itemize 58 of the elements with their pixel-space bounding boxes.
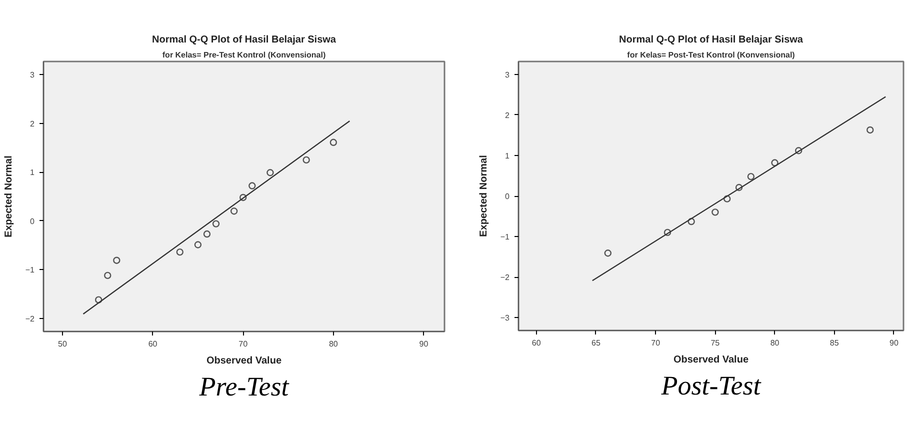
point [747,172,755,180]
point [771,159,778,166]
y-tick-label: 2 [30,119,36,128]
point [176,248,184,256]
point [230,208,238,215]
y-tick-label: 3 [505,70,510,80]
y-tick-label: 3 [30,70,36,80]
x-tick-label: 60 [532,338,542,348]
x-axis-title: Observed Value [673,354,749,366]
y-axis-title: Expected Normal [3,155,14,238]
point [94,296,102,304]
y-axis-title: Expected Normal [478,154,490,237]
x-axis-title: Observed Value [206,356,282,366]
x-tick-label: 80 [328,340,338,348]
x-tick-label: 85 [830,338,840,348]
y-tick-label: 1 [505,151,510,160]
y-tick-label: −3 [500,314,510,323]
point [866,126,874,134]
point [203,230,211,238]
x-tick-label: 70 [651,338,661,348]
y-tick-label: 0 [30,216,36,226]
y-tick-label: −2 [500,273,510,282]
text: Post-Test [660,370,762,400]
x-tick-label: 90 [419,340,429,348]
y-tick-label: 0 [505,192,510,201]
point [664,228,672,236]
y-tick-label: 2 [505,110,510,120]
point [688,218,695,226]
x-tick-label: 75 [710,338,720,348]
point [735,184,743,192]
point [302,156,310,164]
point [604,250,612,257]
point [194,241,202,248]
point [239,194,247,202]
x-tick-label: 65 [592,338,601,348]
point [795,147,802,154]
x-tick-label: 80 [770,338,780,348]
point [113,256,120,264]
point [330,138,338,146]
chart-title: Normal Q-Q Plot of Hasil Belajar Siswa [152,34,336,46]
x-tick-label: 50 [58,340,68,348]
chart-title: Normal Q-Q Plot of Hasil Belajar Siswa [619,34,804,46]
y-tick-label: −1 [25,266,36,275]
x-tick-label: 90 [890,338,899,348]
x-tick-label: 70 [238,340,248,348]
text: Pre-Test [198,372,290,402]
point [104,272,112,280]
point [212,220,220,228]
point [712,208,719,216]
y-tick-label: −1 [500,232,510,242]
y-tick-label: −2 [25,314,36,324]
x-tick-label: 60 [148,340,158,348]
y-tick-label: 1 [30,168,36,178]
chart-subtitle: for Kelas= Pre-Test Kontrol (Konvensional) [162,50,326,60]
chart-subtitle: for Kelas= Post-Test Kontrol (Konvensional) [627,50,796,60]
point [248,182,256,190]
point [723,195,731,202]
point [266,169,274,176]
